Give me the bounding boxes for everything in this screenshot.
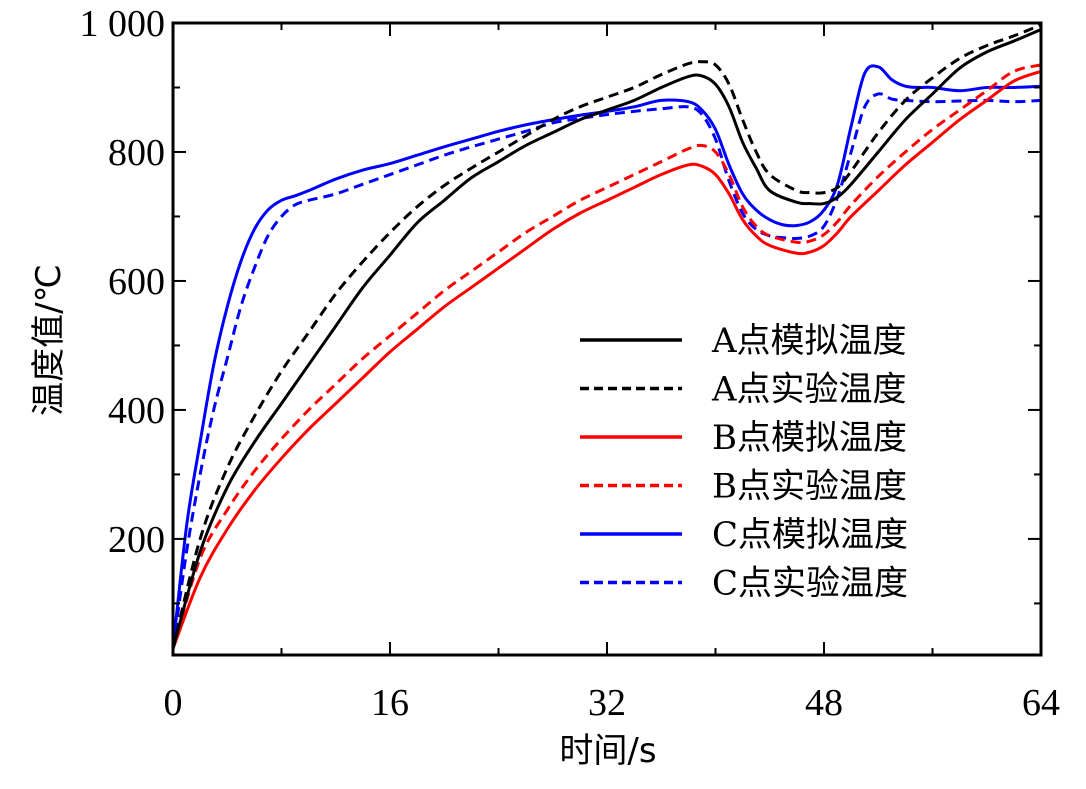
legend: A点模拟温度 A点实验温度 B点模拟温度 B点实验温度 C点模拟温度 C点实验温度 xyxy=(580,321,908,604)
legend-label-2: A点实验温度 xyxy=(711,370,907,410)
y-tick-label: 600 xyxy=(108,261,165,303)
legend-label-1: A点模拟温度 xyxy=(711,321,907,361)
x-tick-label: 48 xyxy=(805,682,843,724)
legend-label-5: C点模拟温度 xyxy=(712,515,908,555)
series-line-1 xyxy=(171,28,1042,649)
ticks-layer xyxy=(173,23,1041,655)
series-line-2 xyxy=(171,23,1042,649)
series-layer xyxy=(171,23,1042,650)
legend-label-4: B点实验温度 xyxy=(712,467,907,507)
y-tick-label: 1 000 xyxy=(80,3,166,45)
series-line-4 xyxy=(171,63,1042,649)
x-tick-label: 64 xyxy=(1022,682,1060,724)
y-tick-label: 800 xyxy=(108,132,165,174)
legend-label-3: B点模拟温度 xyxy=(712,418,907,458)
y-axis-title: 温度值/℃ xyxy=(29,264,69,416)
x-tick-label: 32 xyxy=(588,682,626,724)
series-line-3 xyxy=(171,69,1042,650)
x-axis-title: 时间/s xyxy=(559,731,656,771)
legend-label-6: C点实验温度 xyxy=(712,564,908,604)
x-tick-label: 16 xyxy=(371,682,409,724)
x-tick-label: 0 xyxy=(164,682,183,724)
y-tick-label: 200 xyxy=(108,519,165,561)
series-line-5 xyxy=(171,64,1042,649)
y-tick-label: 400 xyxy=(108,390,165,432)
tick-labels-layer: 0 16 32 48 64 200 400 600 800 1 000 xyxy=(80,3,1061,724)
